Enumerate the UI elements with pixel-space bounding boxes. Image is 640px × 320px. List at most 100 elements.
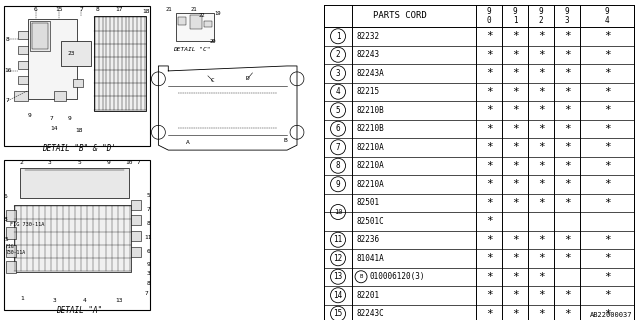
Bar — [54, 91, 67, 100]
Text: 12: 12 — [333, 254, 342, 263]
Text: 23: 23 — [68, 51, 75, 56]
Text: 9
4: 9 4 — [605, 7, 609, 25]
Text: 82243A: 82243A — [356, 69, 384, 78]
Text: *: * — [604, 68, 611, 78]
Text: 4: 4 — [336, 87, 340, 96]
Text: 81041A: 81041A — [356, 254, 384, 263]
Text: 4: 4 — [83, 298, 86, 303]
Text: *: * — [538, 309, 545, 319]
Text: 16: 16 — [4, 68, 12, 73]
Text: *: * — [511, 124, 518, 134]
Text: *: * — [486, 68, 492, 78]
Text: B: B — [284, 138, 287, 143]
Text: 82201: 82201 — [356, 291, 379, 300]
Text: *: * — [538, 50, 545, 60]
Text: 9
0: 9 0 — [487, 7, 492, 25]
Bar — [131, 231, 141, 241]
Text: *: * — [604, 105, 611, 115]
Text: 5: 5 — [147, 193, 150, 198]
Text: 82232: 82232 — [356, 32, 379, 41]
Text: *: * — [538, 31, 545, 41]
Text: *: * — [486, 179, 492, 189]
Text: *: * — [564, 142, 570, 152]
Text: *: * — [538, 68, 545, 78]
Text: *: * — [486, 198, 492, 208]
Text: *: * — [538, 161, 545, 171]
Text: 82243: 82243 — [356, 50, 379, 59]
Text: *: * — [538, 124, 545, 134]
Text: *: * — [486, 105, 492, 115]
Text: *: * — [486, 235, 492, 245]
Text: *: * — [604, 235, 611, 245]
Text: 20: 20 — [210, 39, 216, 44]
Text: 82501C: 82501C — [356, 217, 384, 226]
Text: *: * — [486, 216, 492, 226]
Text: *: * — [511, 179, 518, 189]
Text: *: * — [604, 272, 611, 282]
Text: 8: 8 — [147, 221, 150, 226]
Text: *: * — [538, 235, 545, 245]
Text: 11: 11 — [333, 235, 342, 244]
Text: 82210B: 82210B — [356, 106, 384, 115]
Text: C: C — [211, 78, 215, 83]
Bar — [61, 41, 91, 66]
Text: *: * — [604, 31, 611, 41]
Text: 8: 8 — [6, 37, 10, 42]
Text: 10: 10 — [334, 209, 342, 215]
Text: 7: 7 — [50, 116, 53, 121]
Text: *: * — [511, 309, 518, 319]
Text: *: * — [511, 68, 518, 78]
Bar — [6, 261, 16, 273]
Text: *: * — [538, 87, 545, 97]
Text: *: * — [486, 272, 492, 282]
Text: A: A — [186, 140, 190, 145]
Text: 1: 1 — [20, 296, 24, 301]
Text: 6: 6 — [147, 249, 150, 253]
Text: PARTS CORD: PARTS CORD — [373, 12, 427, 20]
Text: *: * — [604, 50, 611, 60]
Bar — [6, 227, 16, 239]
Text: 3: 3 — [147, 271, 150, 276]
Text: 8: 8 — [336, 161, 340, 170]
Text: *: * — [564, 87, 570, 97]
Text: 10: 10 — [125, 160, 132, 165]
Text: DETAIL "A": DETAIL "A" — [56, 306, 102, 315]
Text: 9: 9 — [336, 180, 340, 189]
Text: *: * — [486, 50, 492, 60]
Text: *: * — [604, 309, 611, 319]
Text: 18: 18 — [76, 128, 83, 133]
Bar — [131, 215, 141, 225]
Text: *: * — [564, 309, 570, 319]
Text: *: * — [511, 235, 518, 245]
Text: 21: 21 — [191, 7, 197, 12]
Text: *: * — [564, 50, 570, 60]
Bar — [4, 160, 150, 310]
Bar — [14, 91, 28, 100]
Text: *: * — [538, 198, 545, 208]
Text: *: * — [604, 87, 611, 97]
Text: 8: 8 — [147, 281, 150, 286]
Text: 8: 8 — [95, 7, 99, 12]
Text: DETAIL "C": DETAIL "C" — [173, 47, 211, 52]
Text: *: * — [564, 31, 570, 41]
Text: *: * — [511, 142, 518, 152]
Text: *: * — [486, 87, 492, 97]
Text: *: * — [538, 142, 545, 152]
Text: *: * — [564, 235, 570, 245]
Text: DETAIL "B" & "D': DETAIL "B" & "D' — [42, 144, 116, 153]
Bar — [190, 15, 202, 29]
Text: *: * — [486, 142, 492, 152]
Text: *: * — [564, 161, 570, 171]
Text: *: * — [564, 198, 570, 208]
Text: *: * — [486, 309, 492, 319]
Text: 82210A: 82210A — [356, 161, 384, 170]
Text: 9: 9 — [67, 116, 71, 121]
Text: *: * — [511, 198, 518, 208]
Text: 7: 7 — [145, 291, 148, 296]
Text: 15: 15 — [333, 309, 342, 318]
Text: *: * — [604, 253, 611, 263]
Text: *: * — [604, 179, 611, 189]
Bar — [178, 17, 186, 25]
Text: *: * — [564, 68, 570, 78]
Text: *: * — [486, 124, 492, 134]
